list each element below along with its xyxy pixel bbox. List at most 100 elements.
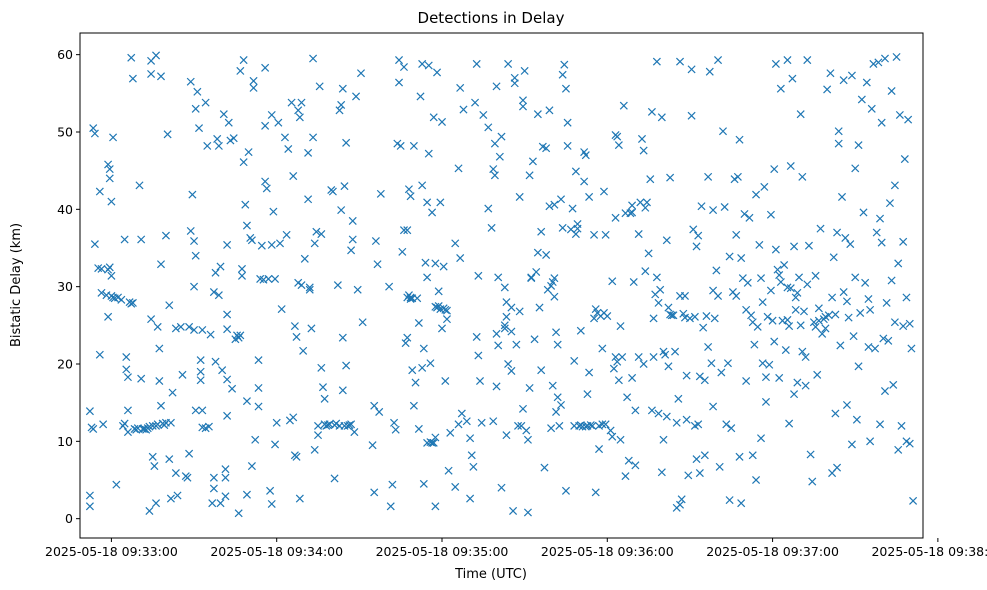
data-point	[328, 187, 337, 196]
data-point	[714, 56, 723, 65]
data-point	[692, 455, 701, 464]
data-point	[371, 237, 380, 246]
data-point	[890, 181, 899, 190]
data-point	[737, 499, 746, 508]
data-point	[629, 277, 638, 287]
data-point	[454, 420, 463, 429]
data-point	[601, 420, 610, 429]
data-point	[657, 113, 666, 122]
data-point	[107, 271, 116, 280]
data-point	[616, 322, 625, 331]
data-point	[694, 231, 703, 240]
data-point	[469, 462, 478, 471]
data-point	[657, 468, 666, 477]
data-point	[601, 230, 610, 239]
data-point	[568, 204, 577, 213]
data-point	[209, 473, 218, 482]
data-point	[520, 66, 529, 75]
data-point	[237, 264, 247, 273]
data-point	[295, 494, 304, 503]
data-point	[780, 260, 789, 270]
data-point	[390, 418, 399, 427]
data-point	[798, 347, 807, 356]
data-point	[743, 278, 752, 287]
data-point	[637, 134, 647, 143]
data-point	[267, 240, 276, 249]
data-point	[166, 418, 175, 427]
data-point	[475, 376, 485, 386]
data-point	[675, 500, 685, 509]
data-point	[770, 165, 779, 174]
data-point	[700, 376, 709, 385]
data-point	[112, 480, 121, 489]
data-point	[190, 325, 199, 334]
data-point	[533, 248, 542, 257]
data-point	[813, 370, 822, 379]
data-point	[426, 359, 435, 368]
data-point	[190, 237, 199, 246]
data-point	[861, 278, 870, 287]
data-point	[237, 271, 247, 280]
data-point	[515, 307, 524, 316]
data-point	[523, 435, 532, 444]
data-point	[304, 148, 313, 157]
data-point	[834, 127, 843, 136]
data-point	[803, 280, 812, 289]
data-point	[310, 445, 319, 454]
data-point	[409, 141, 418, 150]
data-point	[137, 235, 146, 244]
data-point	[715, 462, 724, 471]
data-point	[748, 451, 757, 460]
data-point	[826, 69, 835, 78]
data-point	[697, 202, 706, 211]
data-point	[523, 508, 532, 517]
data-point	[347, 246, 356, 255]
data-point	[859, 208, 868, 217]
data-point	[714, 291, 723, 300]
data-point	[454, 164, 463, 173]
data-point	[611, 213, 620, 222]
data-point	[558, 223, 567, 232]
data-point	[687, 65, 696, 74]
data-point	[687, 111, 696, 120]
data-point	[537, 366, 546, 375]
data-point	[444, 466, 453, 475]
data-point	[489, 417, 498, 426]
data-point	[261, 63, 270, 72]
data-point	[766, 210, 775, 219]
data-point	[429, 438, 438, 447]
data-point	[649, 353, 658, 362]
data-point	[654, 409, 663, 418]
x-tick-label: 2025-05-18 09:35:00	[376, 544, 509, 559]
data-point	[737, 254, 746, 263]
data-point	[561, 486, 570, 495]
data-point	[518, 96, 528, 105]
data-point	[459, 105, 468, 114]
data-point	[277, 305, 286, 314]
data-point	[652, 57, 661, 66]
data-point	[348, 235, 357, 244]
data-point	[661, 350, 670, 359]
data-point	[375, 407, 384, 416]
data-point	[500, 324, 509, 333]
data-point	[821, 324, 830, 333]
data-point	[783, 315, 792, 324]
data-point	[561, 84, 570, 93]
data-point	[282, 230, 291, 239]
data-point	[872, 228, 881, 237]
data-point	[880, 387, 890, 396]
data-point	[695, 469, 704, 478]
data-point	[847, 71, 856, 80]
data-point	[773, 265, 782, 274]
data-point	[884, 336, 893, 345]
data-point	[790, 242, 799, 251]
data-point	[472, 332, 481, 341]
data-point	[540, 463, 549, 472]
data-point	[756, 274, 766, 283]
data-point	[816, 224, 825, 233]
data-point	[877, 238, 886, 247]
data-point	[127, 299, 136, 308]
data-point	[894, 259, 903, 268]
data-point	[347, 420, 356, 429]
